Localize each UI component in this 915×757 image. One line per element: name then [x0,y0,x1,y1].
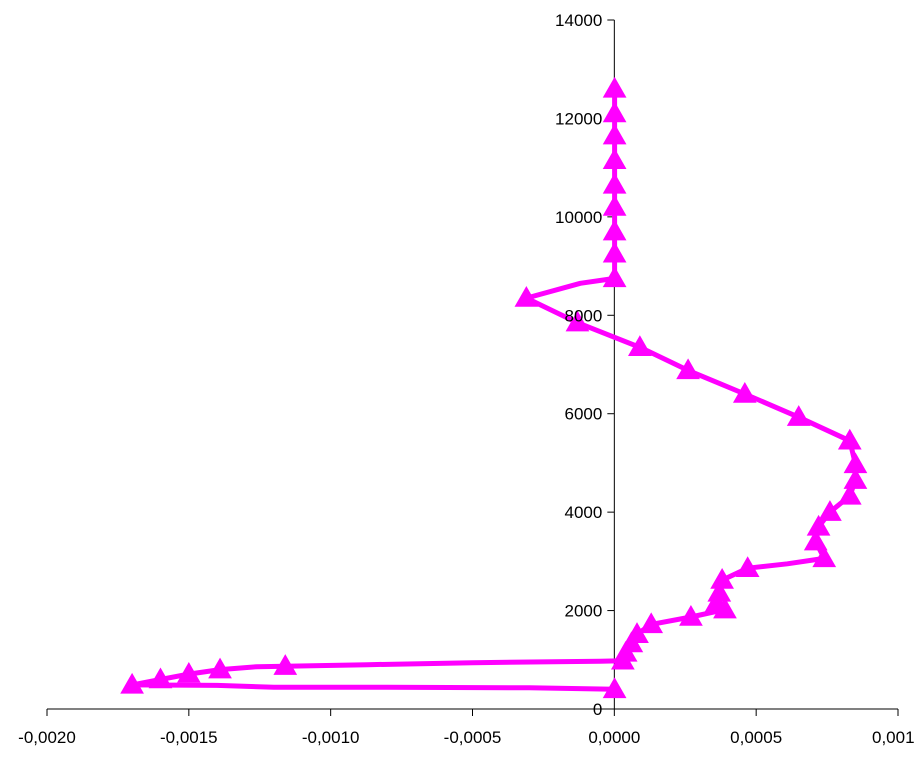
data-point-triangle [602,677,627,699]
data-point-triangle [602,123,627,145]
data-point-triangle [602,195,627,216]
data-point-triangle [602,241,627,263]
data-point-triangle [602,148,627,170]
y-tick-label: 12000 [555,109,602,128]
data-point-triangle [735,556,760,577]
data-point-triangle [514,286,539,307]
data-point-triangle [602,266,627,288]
data-point-triangle [812,546,837,568]
data-point-triangle [786,405,811,426]
data-point-triangle [602,172,627,194]
data-point-triangle [176,662,201,683]
data-point-triangle [565,310,590,332]
y-tick-label: 4000 [565,503,603,522]
data-point-triangle [676,358,700,380]
y-tick-label: 2000 [565,602,603,621]
data-point-triangle [273,654,298,675]
x-tick-label: 0,0010 [872,728,915,747]
x-tick-label: -0,0010 [302,728,360,747]
y-tick-label: 14000 [555,11,602,30]
x-tick-label: -0,0020 [18,728,76,747]
y-tick-label: 10000 [555,208,602,227]
data-point-triangle [208,657,232,679]
data-point-triangle [818,500,842,521]
x-tick-label: 0,0000 [588,728,640,747]
data-point-triangle [843,468,868,489]
data-point-triangle [713,597,737,619]
y-tick-label: 6000 [565,405,603,424]
y-tick-label: 0 [593,700,602,719]
data-point-triangle [679,604,703,626]
plot-area [120,76,868,699]
data-point-triangle [148,667,173,689]
data-point-triangle [628,335,652,357]
axes [46,19,899,716]
data-point-triangle [837,428,862,450]
x-tick-label: -0,0015 [160,728,218,747]
data-point-triangle [732,382,757,403]
data-point-triangle [120,672,144,694]
x-tick-label: -0,0005 [444,728,502,747]
data-point-triangle [639,612,664,634]
data-point-triangle [602,101,627,123]
data-point-triangle [610,648,635,670]
x-tick-label: 0,0005 [730,728,782,747]
data-point-triangle [837,483,862,505]
data-point-triangle [602,219,627,241]
data-point-triangle [602,76,627,98]
tick-labels: -0,0020 -0,0015 -0,0010 -0,0005 0,0000 0,0005… [18,11,915,747]
y-tick-label: 8000 [565,306,603,325]
data-point-triangle [803,529,828,551]
